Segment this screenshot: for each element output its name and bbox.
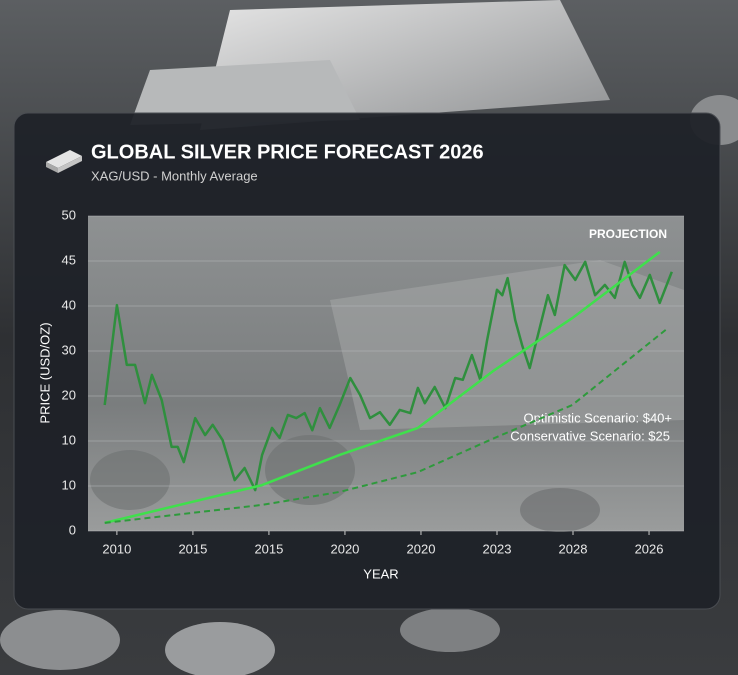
x-axis-label: YEAR xyxy=(363,566,398,581)
x-tick-label: 2020 xyxy=(330,541,359,556)
y-tick-label: 20 xyxy=(62,387,76,402)
plot-photo xyxy=(265,435,355,505)
annotation: PROJECTION xyxy=(589,227,667,241)
silver-nugget-photo xyxy=(400,608,500,652)
x-tick-label: 2015 xyxy=(254,541,283,556)
series-line xyxy=(104,251,661,525)
y-tick-label: 0 xyxy=(69,522,76,537)
x-tick-label: 2026 xyxy=(635,541,664,556)
x-tick-label: 2028 xyxy=(559,541,588,556)
x-tick-label: 2023 xyxy=(483,541,512,556)
plot-photo xyxy=(90,450,170,510)
y-tick-label: 10 xyxy=(62,477,76,492)
plot-photo xyxy=(520,488,600,532)
y-tick-label: 45 xyxy=(62,252,76,267)
y-tick-label: 30 xyxy=(62,342,76,357)
y-tick-label: 50 xyxy=(62,207,76,222)
y-tick-label: 10 xyxy=(62,432,76,447)
chart-subtitle: XAG/USD - Monthly Average xyxy=(91,168,258,183)
annotation: Conservative Scenario: $25 xyxy=(510,428,670,443)
silver-nugget-photo xyxy=(0,610,120,670)
y-tick-label: 40 xyxy=(62,297,76,312)
chart-title: GLOBAL SILVER PRICE FORECAST 2026 xyxy=(91,141,484,163)
silver-nugget-photo xyxy=(165,622,275,675)
y-axis-label: PRICE (USD/OZ) xyxy=(37,322,52,423)
x-tick-label: 2020 xyxy=(407,541,436,556)
bar-icon xyxy=(46,150,82,173)
silver-bar-photo xyxy=(130,60,360,125)
series-line xyxy=(103,260,673,492)
x-tick-label: 2015 xyxy=(178,541,207,556)
annotation: Optimistic Scenario: $40+ xyxy=(524,410,672,425)
x-tick-label: 2010 xyxy=(102,541,131,556)
